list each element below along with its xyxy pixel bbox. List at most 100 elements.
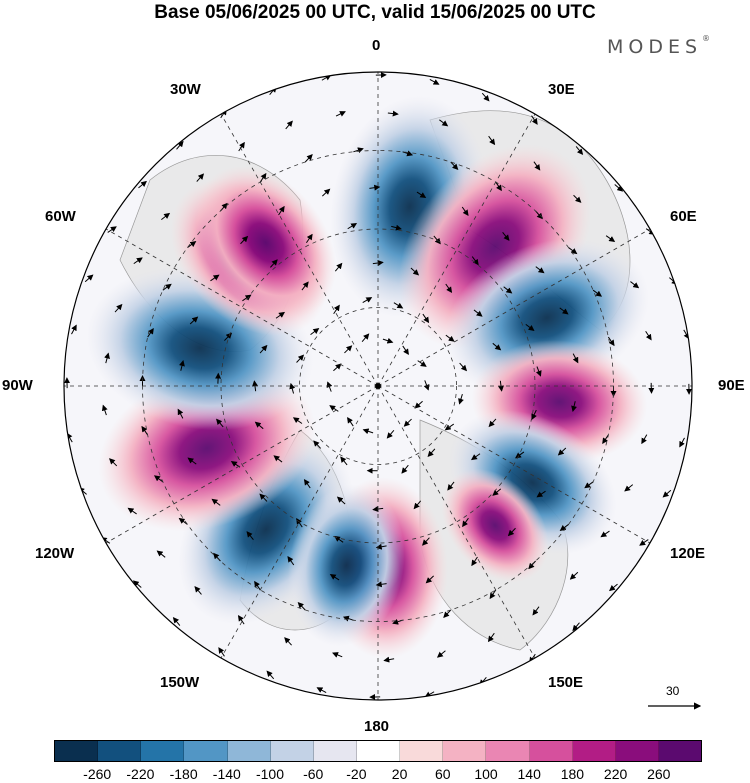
map-border (63, 71, 693, 701)
wind-vector (194, 586, 202, 595)
wind-vector (329, 574, 340, 581)
wind-vector (347, 222, 358, 230)
lon-label-150e: 150E (548, 674, 584, 691)
wind-vector (461, 206, 469, 216)
wind-vector (559, 307, 569, 315)
wind-vector (443, 609, 452, 618)
colorbar-tick-label: -20 (346, 766, 367, 782)
negative-anomaly-center (288, 483, 405, 647)
wind-vector (382, 337, 394, 344)
wind-vector (273, 455, 283, 463)
wind-vector (573, 194, 582, 203)
wind-vector (132, 580, 142, 588)
wind-vector (487, 632, 495, 643)
colorbar-cell (55, 741, 99, 761)
wind-vector (109, 458, 118, 467)
wind-vector (679, 437, 685, 448)
colorbar-tick-label: -180 (169, 766, 198, 782)
wind-vector (439, 119, 449, 127)
wind-vector (571, 401, 577, 412)
wind-vector (423, 380, 430, 391)
wind-vector (329, 405, 339, 412)
wind-vector (557, 447, 567, 456)
wind-vector (445, 334, 455, 342)
wind-vector (459, 362, 468, 372)
wind-vector (189, 316, 199, 325)
wind-vector (462, 517, 469, 528)
wind-vector (607, 336, 615, 347)
wind-vector (303, 478, 311, 489)
wind-vector (270, 259, 278, 268)
wind-vector (259, 493, 268, 502)
positive-anomaly-center (441, 468, 549, 583)
wind-vector (422, 537, 430, 546)
wind-vector (292, 417, 303, 424)
wind-vector (254, 580, 261, 591)
wind-vector (425, 575, 434, 584)
wind-vector (340, 456, 348, 466)
latitude-circle (299, 307, 457, 465)
wind-vector (393, 302, 404, 309)
wind-vector (600, 530, 610, 538)
colorbar-cell (529, 741, 573, 761)
wind-vector (296, 354, 305, 363)
wind-vector (417, 360, 427, 367)
wind-vector (450, 161, 459, 171)
wind-vector (592, 289, 603, 297)
lon-label-30e: 30E (548, 81, 575, 98)
wind-vector (336, 496, 346, 505)
wind-vector (334, 262, 343, 272)
colorbar-cell (313, 741, 357, 761)
lon-label-120e: 120E (670, 545, 706, 562)
wind-vector (401, 464, 409, 474)
wind-vector (515, 451, 525, 459)
colorbar-tick-label: -260 (83, 766, 112, 782)
colorbar (54, 740, 702, 762)
wind-vector (242, 294, 252, 302)
wind-vector (266, 670, 275, 680)
colorbar-cell (227, 741, 271, 761)
wind-vector (301, 281, 309, 291)
wind-vector (322, 188, 331, 197)
wind-vector (114, 303, 123, 313)
wind-vector (254, 421, 264, 430)
wind-vector (614, 184, 624, 192)
wind-vector (237, 615, 245, 625)
colorbar-tick-label: -140 (212, 766, 241, 782)
wind-vector (535, 366, 542, 377)
wind-vector (176, 140, 184, 150)
wind-vector (403, 418, 412, 427)
wind-vector (575, 146, 584, 155)
colorbar-cell (184, 741, 228, 761)
wind-vector (127, 507, 137, 515)
wind-vector (284, 637, 292, 646)
wind-vector (133, 257, 143, 265)
wind-vector (436, 650, 446, 658)
lon-label-180: 180 (364, 718, 390, 735)
wind-vector (535, 266, 545, 274)
wind-vector (507, 527, 516, 537)
wind-vector (313, 440, 322, 449)
colorbar-tick-label: 260 (647, 766, 671, 782)
colorbar-tick-label: 20 (391, 766, 408, 782)
wind-vector (153, 475, 164, 483)
wind-vector (224, 332, 233, 341)
colorbar-cell (615, 741, 659, 761)
wind-vector (362, 297, 373, 304)
positive-anomaly-center (195, 166, 337, 319)
wind-vector (296, 517, 303, 528)
wind-vector (218, 647, 225, 657)
colorbar-cell (356, 741, 401, 761)
brand-text: MODES (607, 36, 703, 58)
wind-vector (427, 448, 436, 458)
wind-vector (187, 457, 197, 465)
lon-label-120w: 120W (35, 545, 75, 562)
modes-logo: MODES® (607, 34, 710, 58)
wind-vector (238, 141, 245, 152)
wind-vector (259, 172, 267, 183)
wind-vector (187, 241, 197, 248)
colorbar-cell (486, 741, 530, 761)
wind-vector (391, 224, 402, 231)
wind-vector (172, 617, 181, 626)
colorbar-cell (443, 741, 487, 761)
